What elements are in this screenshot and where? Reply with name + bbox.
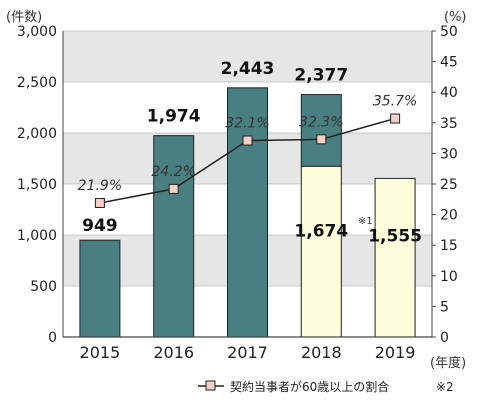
x-tick-2019: 2019 — [375, 343, 416, 362]
line-marker-2018 — [316, 134, 327, 145]
bar-label-2017: 2,443 — [221, 59, 275, 79]
pct-label-2019: 35.7% — [373, 94, 417, 110]
note-2018: ※1 — [358, 216, 373, 227]
left-tick-500: 500 — [30, 279, 57, 295]
right-tick-25: 25 — [440, 177, 458, 193]
pct-label-2016: 24.2% — [151, 164, 195, 180]
left-tick-1,500: 1,500 — [17, 177, 57, 193]
pct-label-2018: 32.3% — [299, 114, 343, 130]
right-tick-40: 40 — [440, 85, 458, 101]
data-labels: 21.9% 24.2% 32.1% 32.3% 35.7% 949 1,974 2,443 2,… — [78, 59, 422, 247]
right-tick-5: 5 — [440, 299, 449, 315]
line-marker-2015 — [94, 197, 105, 208]
pct-label-2015: 21.9% — [78, 178, 122, 194]
right-tick-10: 10 — [440, 269, 458, 285]
x-tick-2015: 2015 — [80, 343, 121, 362]
bar-label-2016: 1,974 — [147, 107, 201, 127]
bar-2019-yellow — [374, 177, 416, 338]
bar-2015-teal — [79, 239, 121, 338]
right-axis-unit: (%) — [444, 10, 467, 25]
right-tick-20: 20 — [440, 208, 458, 224]
right-tick-35: 35 — [440, 116, 458, 132]
bar-label-2019: 1,555 — [368, 226, 422, 246]
line-marker-2019 — [390, 113, 401, 124]
legend: 契約当事者が60歳以上の割合 ※2 — [198, 379, 454, 394]
legend-marker — [205, 380, 216, 391]
right-tick-15: 15 — [440, 238, 458, 254]
left-tick-3,000: 3,000 — [17, 24, 57, 40]
axes: 0 500 1,000 1,500 2,000 2,500 3,000 0 5 10 15 20 25 3… — [17, 24, 458, 362]
bar-2018-yellow — [300, 165, 342, 338]
bar-label-2018-total: 2,377 — [294, 66, 348, 86]
right-tick-30: 30 — [440, 146, 458, 162]
percentage-line — [94, 113, 401, 208]
legend-note: ※2 — [436, 380, 454, 394]
x-tick-2018: 2018 — [301, 343, 342, 362]
legend-label: 契約当事者が60歳以上の割合 — [230, 379, 389, 394]
line-marker-2016 — [168, 183, 179, 194]
bar-label-2015: 949 — [82, 216, 118, 236]
right-tick-0: 0 — [440, 330, 449, 346]
left-tick-2,000: 2,000 — [17, 126, 57, 142]
x-tick-2017: 2017 — [227, 343, 268, 362]
line-marker-2017 — [242, 135, 253, 146]
right-tick-50: 50 — [440, 24, 458, 40]
left-axis-unit: (件数) — [6, 10, 42, 25]
pct-label-2017: 32.1% — [225, 116, 269, 132]
right-tick-45: 45 — [440, 55, 458, 71]
x-tick-2016: 2016 — [153, 343, 194, 362]
left-tick-1,000: 1,000 — [17, 228, 57, 244]
left-tick-0: 0 — [48, 330, 57, 346]
band — [63, 31, 432, 82]
x-axis-label: (年度) — [430, 355, 466, 371]
bar-2018-teal — [300, 94, 342, 167]
bar-label-2018-yellow: 1,674 — [294, 221, 348, 241]
left-tick-2,500: 2,500 — [17, 75, 57, 91]
